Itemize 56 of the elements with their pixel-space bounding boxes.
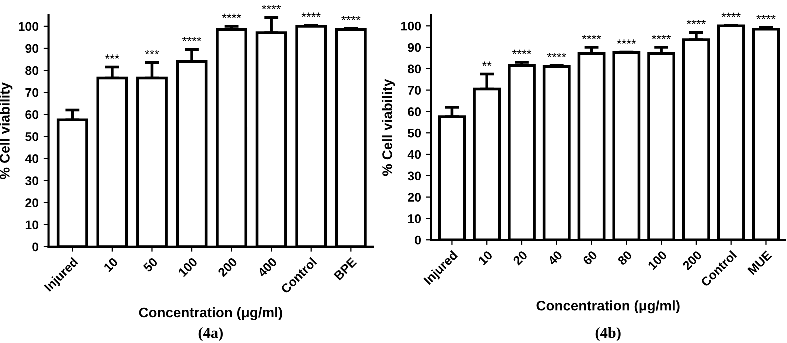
y-tick-label: 90 [408,43,422,52]
x-tick-label: 200 [682,250,703,271]
y-tick-label: 0 [415,236,422,245]
x-tick-label: 10 [103,257,119,272]
y-tick-label: 50 [26,132,39,142]
annotation: **** [617,40,636,44]
y-tick-label: 0 [32,242,39,252]
text: (4b) [596,327,621,342]
y-tick-label: 70 [26,88,39,98]
y-tick-label: 10 [408,214,422,224]
y-tick-label: 40 [25,154,39,164]
annotation: **** [582,34,602,40]
y-tick-label: 40 [408,150,422,160]
annotation: **** [722,12,741,18]
x-tick-label: 80 [617,250,633,266]
x-tick-label: 40 [547,250,564,266]
y-tick-label: 100 [19,22,39,32]
annotation: **** [512,50,532,54]
annotation: *** [145,50,160,55]
y-tick-label: 60 [26,110,39,120]
annotation: *** [105,54,120,60]
y-tick-label: 90 [26,44,39,54]
y-tick-label: 50 [408,128,422,138]
annotation: **** [262,5,282,10]
annotation: **** [756,15,776,20]
y-axis-title: % Cell viability [0,82,13,180]
annotation: ** [482,62,492,66]
x-tick-label: 100 [178,257,198,278]
y-tick-label: 20 [408,193,422,202]
y-tick-label: 70 [408,86,422,95]
annotation: **** [342,16,361,20]
x-tick-label: 100 [648,250,668,271]
y-tick-label: 30 [408,172,422,181]
annotation: **** [547,53,566,58]
y-tick-label: 30 [25,176,39,186]
x-tick-label: 10 [478,250,494,266]
x-axis-title: Concentration (μg/ml) [139,307,282,320]
x-axis-title: Concentration (μg/ml) [536,300,680,314]
x-tick-label: 50 [142,257,158,273]
y-axis-title: % Cell viability [382,79,396,176]
y-tick-label: 80 [26,66,39,76]
text: (4a) [198,327,223,342]
y-tick-label: 80 [408,64,422,74]
annotation: **** [686,20,706,24]
x-tick-label: 20 [512,250,528,266]
x-tick-label: 200 [218,257,238,278]
x-tick-label: 400 [257,257,278,278]
y-tick-label: 10 [26,220,39,230]
y-tick-label: 20 [26,198,39,208]
annotation: **** [302,12,321,18]
annotation: **** [652,34,672,40]
y-tick-label: 100 [401,22,422,31]
x-tick-label: 60 [582,250,598,266]
y-tick-label: 60 [408,108,422,116]
annotation: **** [222,14,242,18]
annotation: **** [182,37,202,42]
